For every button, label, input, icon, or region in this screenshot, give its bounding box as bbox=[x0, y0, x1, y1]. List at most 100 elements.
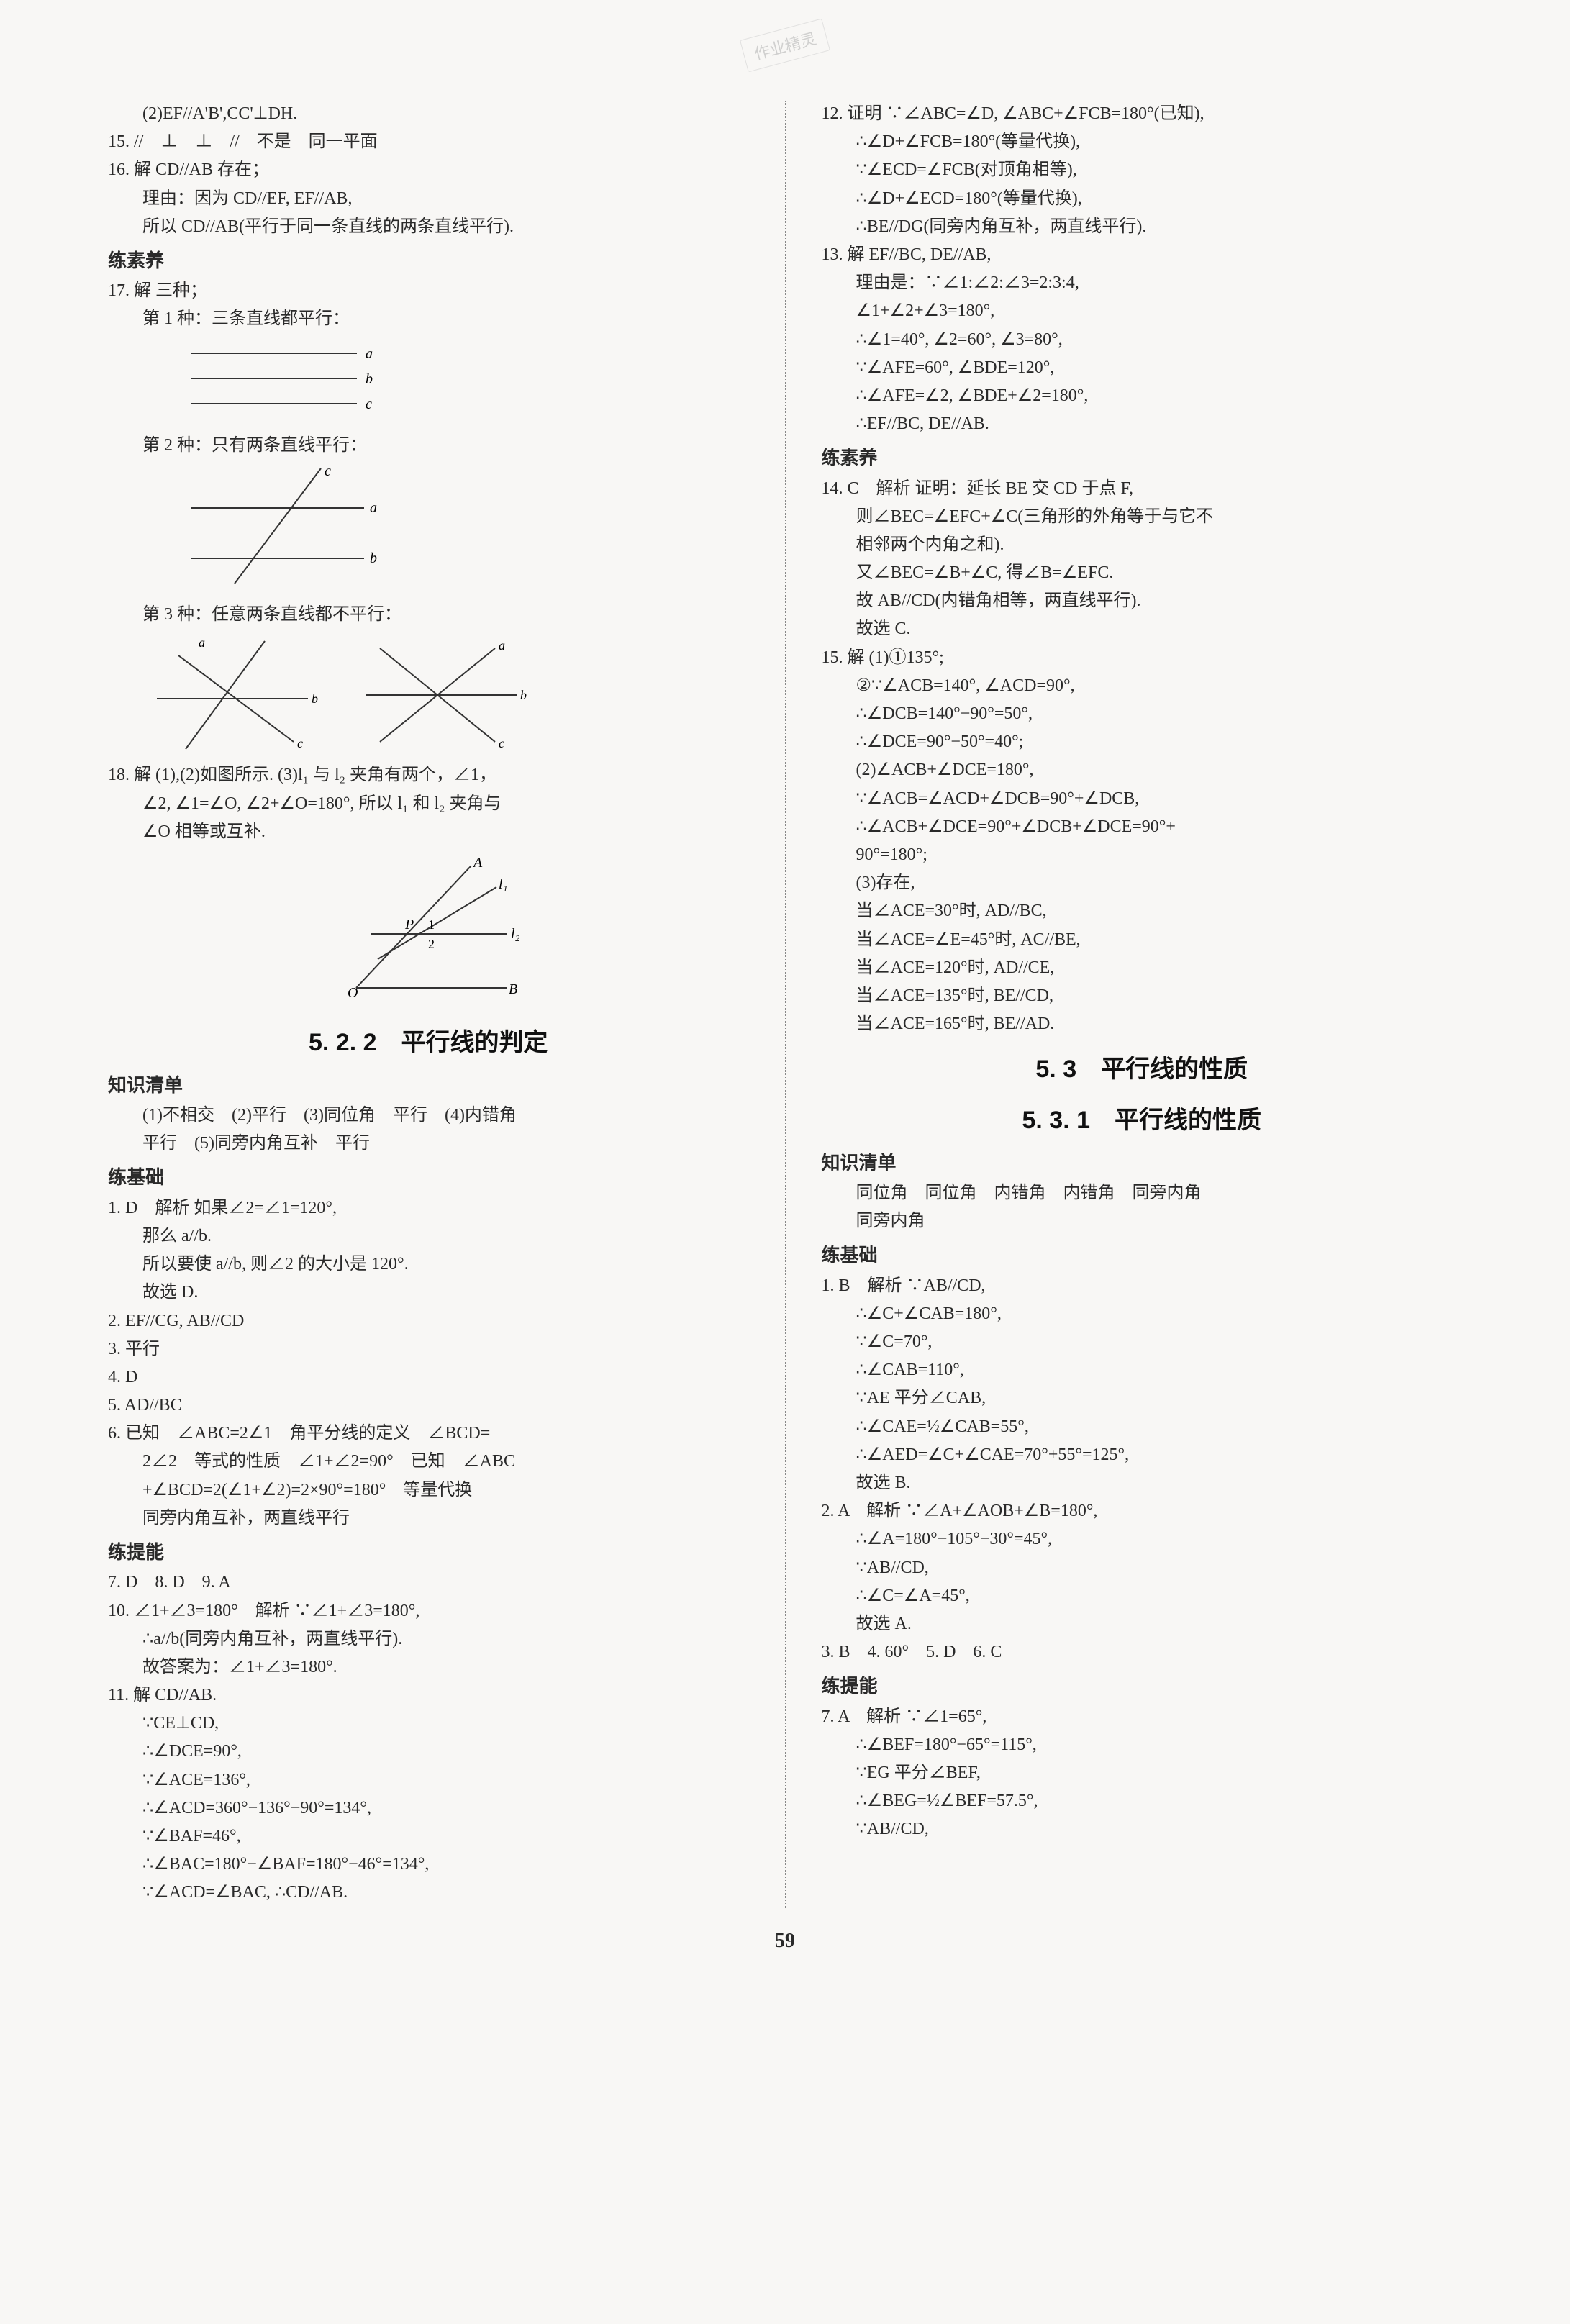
svg-text:l₂: l₂ bbox=[511, 926, 520, 942]
diagram-three-cross-pair: b a c b a c bbox=[108, 634, 749, 756]
q17-d: 第 3 种：任意两条直线都不平行： bbox=[108, 602, 749, 628]
q1-c: 所以要使 a//b, 则∠2 的大小是 120°. bbox=[108, 1251, 749, 1278]
svg-text:a: a bbox=[199, 635, 205, 650]
q15-k: 当∠ACE=∠E=45°时, AC//BE, bbox=[822, 927, 1463, 953]
q10-b: ∴a//b(同旁内角互补，两直线平行). bbox=[108, 1626, 749, 1653]
q12-c: ∵∠ECD=∠FCB(对顶角相等), bbox=[822, 157, 1463, 183]
q6-c: +∠BCD=2(∠1+∠2)=2×90°=180° 等量代换 bbox=[108, 1477, 749, 1504]
q10-a: 10. ∠1+∠3=180° 解析 ∵∠1+∠3=180°, bbox=[108, 1598, 749, 1625]
column-divider bbox=[785, 101, 786, 1908]
q5: 5. AD//BC bbox=[108, 1392, 749, 1419]
zhishi-b-r: 同旁内角 bbox=[822, 1208, 1463, 1235]
r1-f: ∴∠CAE=½∠CAB=55°, bbox=[822, 1414, 1463, 1440]
q16-c: 所以 CD//AB(平行于同一条直线的两条直线平行). bbox=[108, 214, 749, 240]
q15-g: ∴∠ACB+∠DCE=90°+∠DCB+∠DCE=90°+ bbox=[822, 814, 1463, 840]
r2-c: ∵AB//CD, bbox=[822, 1555, 1463, 1581]
page-container: (2)EF//A'B',CC'⊥DH. 15. // ⊥ ⊥ // 不是 同一平… bbox=[108, 101, 1462, 1908]
q4: 4. D bbox=[108, 1364, 749, 1391]
r1-a: 1. B 解析 ∵AB//CD, bbox=[822, 1273, 1463, 1299]
r7-a: 7. A 解析 ∵∠1=65°, bbox=[822, 1704, 1463, 1730]
svg-text:c: c bbox=[297, 736, 303, 750]
svg-text:b: b bbox=[312, 691, 318, 706]
q14-d: 又∠BEC=∠B+∠C, 得∠B=∠EFC. bbox=[822, 560, 1463, 586]
q15: 15. // ⊥ ⊥ // 不是 同一平面 bbox=[108, 129, 749, 155]
q15-l: 当∠ACE=120°时, AD//CE, bbox=[822, 955, 1463, 981]
svg-text:2: 2 bbox=[428, 937, 435, 951]
q12-d: ∴∠D+∠ECD=180°(等量代换), bbox=[822, 186, 1463, 212]
q14-b: 则∠BEC=∠EFC+∠C(三角形的外角等于与它不 bbox=[822, 504, 1463, 530]
q6-b: 2∠2 等式的性质 ∠1+∠2=90° 已知 ∠ABC bbox=[108, 1448, 749, 1475]
svg-text:c: c bbox=[499, 736, 504, 750]
q15-j: 当∠ACE=30°时, AD//BC, bbox=[822, 898, 1463, 925]
q13-f: ∴∠AFE=∠2, ∠BDE+∠2=180°, bbox=[822, 383, 1463, 409]
q15-h: 90°=180°; bbox=[822, 842, 1463, 868]
q11-a: 11. 解 CD//AB. bbox=[108, 1682, 749, 1709]
q17-b: 第 1 种：三条直线都平行： bbox=[108, 306, 749, 332]
q6-d: 同旁内角互补，两直线平行 bbox=[108, 1505, 749, 1532]
r1-g: ∴∠AED=∠C+∠CAE=70°+55°=125°, bbox=[822, 1442, 1463, 1469]
r1-b: ∴∠C+∠CAB=180°, bbox=[822, 1301, 1463, 1327]
q14-f: 故选 C. bbox=[822, 616, 1463, 643]
q12-b: ∴∠D+∠FCB=180°(等量代换), bbox=[822, 129, 1463, 155]
heading-lianti-l: 练提能 bbox=[108, 1538, 749, 1566]
svg-text:b: b bbox=[520, 688, 527, 702]
q789: 7. D 8. D 9. A bbox=[108, 1569, 749, 1596]
q13-b: 理由是：∵∠1:∠2:∠3=2:3:4, bbox=[822, 270, 1463, 296]
zhishi-a-r: 同位角 同位角 内错角 内错角 同旁内角 bbox=[822, 1180, 1463, 1207]
svg-text:1: 1 bbox=[428, 917, 435, 932]
r1-e: ∵AE 平分∠CAB, bbox=[822, 1385, 1463, 1412]
heading-zhishi-l: 知识清单 bbox=[108, 1071, 749, 1099]
svg-text:a: a bbox=[499, 638, 505, 653]
q11-d: ∵∠ACE=136°, bbox=[108, 1767, 749, 1794]
svg-text:b: b bbox=[370, 550, 377, 566]
q15-b: ②∵∠ACB=140°, ∠ACD=90°, bbox=[822, 673, 1463, 699]
diagram-two-parallel-one-cross: a b c bbox=[108, 465, 749, 596]
watermark-stamp: 作业精灵 bbox=[740, 19, 830, 73]
svg-text:a: a bbox=[366, 346, 373, 362]
svg-text:c: c bbox=[325, 465, 331, 479]
q13-a: 13. 解 EF//BC, DE//AB, bbox=[822, 242, 1463, 268]
r1-d: ∴∠CAB=110°, bbox=[822, 1357, 1463, 1384]
svg-text:b: b bbox=[366, 371, 373, 387]
heading-lianti-r: 练提能 bbox=[822, 1671, 1463, 1700]
q18-b: ∠2, ∠1=∠O, ∠2+∠O=180°, 所以 l₁ 和 l₂ 夹角与 bbox=[108, 791, 749, 817]
q15-d: ∴∠DCE=90°−50°=40°; bbox=[822, 729, 1463, 755]
heading-liansu-r: 练素养 bbox=[822, 443, 1463, 472]
heading-zhishi-r: 知识清单 bbox=[822, 1148, 1463, 1177]
r3456: 3. B 4. 60° 5. D 6. C bbox=[822, 1639, 1463, 1666]
q11-h: ∵∠ACD=∠BAC, ∴CD//AB. bbox=[108, 1879, 749, 1906]
left-column: (2)EF//A'B',CC'⊥DH. 15. // ⊥ ⊥ // 不是 同一平… bbox=[108, 101, 749, 1908]
q12-e: ∴BE//DG(同旁内角互补，两直线平行). bbox=[822, 214, 1463, 240]
q15-i: (3)存在, bbox=[822, 870, 1463, 897]
r2-a: 2. A 解析 ∵∠A+∠AOB+∠B=180°, bbox=[822, 1498, 1463, 1525]
r1-h: 故选 B. bbox=[822, 1470, 1463, 1497]
svg-text:l₁: l₁ bbox=[499, 876, 508, 892]
diagram-angle-o: B O A l₂ l₁ P 1 2 bbox=[108, 851, 749, 1011]
q13-d: ∴∠1=40°, ∠2=60°, ∠3=80°, bbox=[822, 327, 1463, 353]
q15-m: 当∠ACE=135°时, BE//CD, bbox=[822, 983, 1463, 1009]
q15-c: ∴∠DCB=140°−90°=50°, bbox=[822, 701, 1463, 727]
section-522-title: 5. 2. 2 平行线的判定 bbox=[108, 1024, 749, 1062]
r1-c: ∵∠C=70°, bbox=[822, 1329, 1463, 1356]
q11-e: ∴∠ACD=360°−136°−90°=134°, bbox=[108, 1795, 749, 1822]
svg-text:B: B bbox=[509, 981, 517, 997]
right-column: 12. 证明 ∵∠ABC=∠D, ∠ABC+∠FCB=180°(已知), ∴∠D… bbox=[822, 101, 1463, 1908]
q15-a: 15. 解 (1)①135°; bbox=[822, 645, 1463, 671]
q1-a: 1. D 解析 如果∠2=∠1=120°, bbox=[108, 1195, 749, 1222]
q12-a: 12. 证明 ∵∠ABC=∠D, ∠ABC+∠FCB=180°(已知), bbox=[822, 101, 1463, 127]
section-53-title: 5. 3 平行线的性质 bbox=[822, 1050, 1463, 1089]
q10-c: 故答案为：∠1+∠3=180°. bbox=[108, 1654, 749, 1681]
r7-b: ∴∠BEF=180°−65°=115°, bbox=[822, 1732, 1463, 1758]
q18-a: 18. 解 (1),(2)如图所示. (3)l₁ 与 l₂ 夹角有两个，∠1， bbox=[108, 762, 749, 789]
svg-text:P: P bbox=[404, 917, 414, 932]
q15-f: ∵∠ACB=∠ACD+∠DCB=90°+∠DCB, bbox=[822, 786, 1463, 812]
heading-liansu: 练素养 bbox=[108, 246, 749, 275]
q17-a: 17. 解 三种； bbox=[108, 278, 749, 304]
q1-b: 那么 a//b. bbox=[108, 1223, 749, 1250]
q14-e: 故 AB//CD(内错角相等，两直线平行). bbox=[822, 588, 1463, 614]
svg-text:A: A bbox=[472, 855, 483, 871]
q13-g: ∴EF//BC, DE//AB. bbox=[822, 411, 1463, 437]
page-number: 59 bbox=[108, 1930, 1462, 1953]
q14-2: (2)EF//A'B',CC'⊥DH. bbox=[108, 101, 749, 127]
q11-f: ∵∠BAF=46°, bbox=[108, 1823, 749, 1850]
